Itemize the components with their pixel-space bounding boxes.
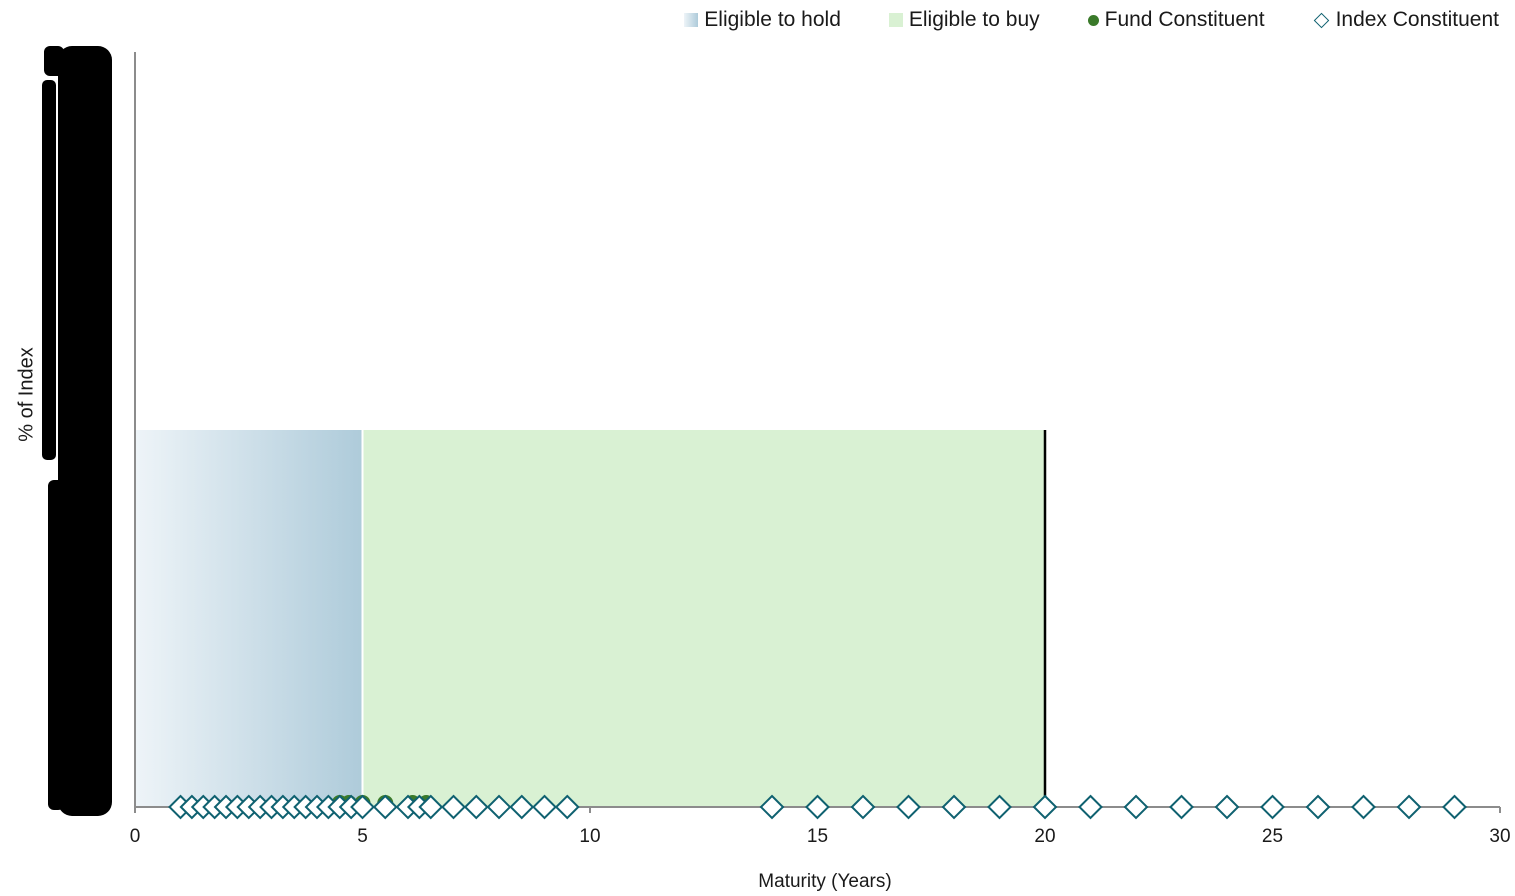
index-constituent-point — [1442, 794, 1467, 820]
index-constituent-point — [759, 794, 785, 820]
circle-icon — [1087, 14, 1099, 26]
legend-label: Fund Constituent — [1104, 8, 1265, 31]
x-tick-label: 5 — [357, 826, 368, 847]
bands-layer — [135, 430, 1045, 807]
index-constituent-point — [987, 794, 1012, 820]
y-axis-label: % of Index — [15, 347, 38, 442]
legend: Eligible to hold Eligible to buy Fund Co… — [684, 8, 1499, 32]
legend-item-eligible-buy: Eligible to buy — [888, 8, 1040, 32]
index-constituent-point — [1396, 794, 1422, 820]
index-constituent-point — [941, 794, 967, 820]
points-layer — [168, 794, 1467, 820]
legend-item-index-constituent: Index Constituent — [1313, 8, 1499, 32]
index-constituent-point — [1351, 794, 1376, 820]
eligible-buy-band — [362, 430, 1045, 807]
index-constituent-point — [1123, 794, 1149, 820]
eligible-hold-swatch — [684, 13, 699, 27]
x-tick-label: 30 — [1489, 826, 1510, 847]
x-tick-label: 20 — [1034, 826, 1055, 847]
legend-item-fund-constituent: Fund Constituent — [1087, 8, 1265, 32]
eligible-hold-band — [135, 430, 363, 807]
index-constituent-point — [532, 794, 557, 820]
index-constituent-point — [486, 794, 512, 820]
legend-label: Index Constituent — [1335, 8, 1499, 31]
index-constituent-point — [350, 794, 375, 820]
x-tick-label: 0 — [130, 826, 141, 847]
legend-item-eligible-hold: Eligible to hold — [684, 8, 841, 32]
index-constituent-point — [372, 794, 398, 820]
index-constituent-point — [1305, 794, 1331, 820]
x-tick-label: 15 — [807, 826, 828, 847]
x-tick-label: 10 — [579, 826, 600, 847]
eligible-buy-swatch — [888, 13, 903, 27]
index-constituent-point — [418, 794, 444, 820]
legend-label: Eligible to buy — [908, 8, 1040, 31]
index-constituent-point — [805, 794, 830, 820]
legend-label: Eligible to hold — [704, 8, 841, 31]
index-constituent-point — [509, 794, 535, 820]
index-constituent-point — [1078, 794, 1103, 820]
index-constituent-point — [1032, 794, 1058, 820]
index-constituent-point — [1260, 794, 1285, 820]
x-axis-label: Maturity (Years) — [758, 871, 892, 892]
index-constituent-point — [441, 794, 466, 820]
index-constituent-point — [1169, 794, 1194, 820]
index-constituent-point — [463, 794, 489, 820]
index-constituent-point — [554, 794, 580, 820]
index-constituent-point — [1214, 794, 1240, 820]
diamond-icon — [1313, 12, 1329, 28]
x-tick-label: 25 — [1262, 826, 1283, 847]
index-constituent-point — [896, 794, 921, 820]
index-constituent-point — [850, 794, 876, 820]
y-tick-labels-blur — [42, 46, 112, 816]
